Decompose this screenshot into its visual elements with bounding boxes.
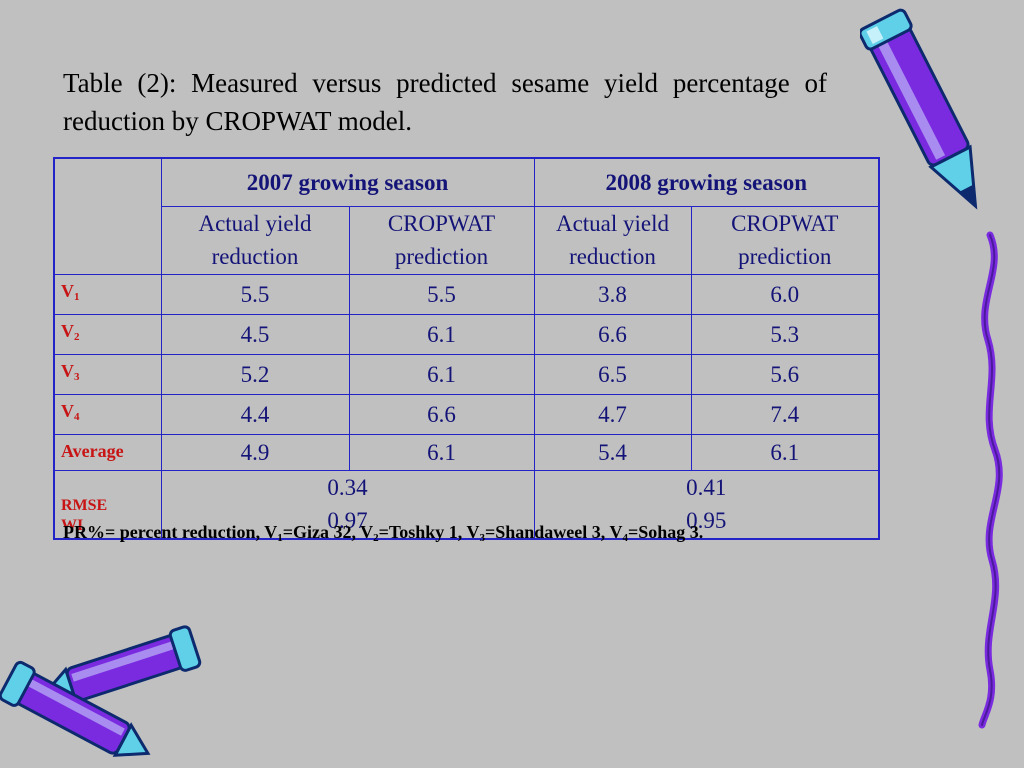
table-cell: 3.8 bbox=[533, 273, 692, 315]
season-2007-header: 2007 growing season bbox=[160, 157, 535, 207]
table-cell: 4.4 bbox=[160, 393, 350, 435]
stats-row: RMSE WI 0.34 0.97 0.41 0.95 bbox=[53, 469, 880, 540]
subheader-actual-2008: Actual yield reduction bbox=[533, 205, 692, 275]
row-label-v2: V2 bbox=[53, 313, 162, 355]
stats-labels: RMSE WI bbox=[53, 469, 162, 540]
table-cell: 6.6 bbox=[348, 393, 535, 435]
table-row: V2 4.5 6.1 6.6 5.3 bbox=[53, 313, 880, 355]
pencil-icon bbox=[860, 8, 978, 210]
stats-2008: 0.41 0.95 bbox=[533, 469, 880, 540]
row-label-v4: V4 bbox=[53, 393, 162, 435]
subheader-cropwat-2007: CROPWAT prediction bbox=[348, 205, 535, 275]
table-cell: 6.1 bbox=[348, 313, 535, 355]
table-cell: 6.1 bbox=[690, 433, 880, 471]
row-label-average: Average bbox=[53, 433, 162, 471]
season-2008-header: 2008 growing season bbox=[533, 157, 880, 207]
table-cell: 5.3 bbox=[690, 313, 880, 355]
table-row: V3 5.2 6.1 6.5 5.6 bbox=[53, 353, 880, 395]
subheader-cropwat-2008: CROPWAT prediction bbox=[690, 205, 880, 275]
subheader-row: Actual yield reduction CROPWAT prediction … bbox=[54, 205, 880, 275]
table-row: Average 4.9 6.1 5.4 6.1 bbox=[53, 433, 880, 471]
table-cell: 5.6 bbox=[690, 353, 880, 395]
crayon-icon bbox=[0, 625, 202, 757]
table-cell: 6.1 bbox=[348, 353, 535, 395]
table-cell: 4.5 bbox=[160, 313, 350, 355]
table-cell: 5.2 bbox=[160, 353, 350, 395]
season-header-row: 2007 growing season 2008 growing season bbox=[53, 157, 880, 275]
table-row: V1 5.5 5.5 3.8 6.0 bbox=[53, 273, 880, 315]
footnote: PR%= percent reduction, V1=Giza 32, V2=T… bbox=[63, 522, 704, 544]
stats-2007: 0.34 0.97 bbox=[160, 469, 535, 540]
row-label-v3: V3 bbox=[53, 353, 162, 395]
table-row: V4 4.4 6.6 4.7 7.4 bbox=[53, 393, 880, 435]
row-label-v1: V1 bbox=[53, 273, 162, 315]
table-cell: 4.9 bbox=[160, 433, 350, 471]
table-cell: 6.1 bbox=[348, 433, 535, 471]
table-cell: 7.4 bbox=[690, 393, 880, 435]
table-cell: 5.5 bbox=[348, 273, 535, 315]
yield-table: 2007 growing season 2008 growing season … bbox=[53, 157, 880, 540]
table-cell: 6.5 bbox=[533, 353, 692, 395]
table-cell: 6.6 bbox=[533, 313, 692, 355]
table-cell: 4.7 bbox=[533, 393, 692, 435]
slide-title: Table (2): Measured versus predicted ses… bbox=[63, 68, 827, 136]
corner-cell bbox=[53, 157, 162, 275]
subheader-actual-2007: Actual yield reduction bbox=[160, 205, 350, 275]
squiggle-line-icon bbox=[978, 231, 1003, 729]
table-cell: 5.5 bbox=[160, 273, 350, 315]
table-cell: 5.4 bbox=[533, 433, 692, 471]
table-cell: 6.0 bbox=[690, 273, 880, 315]
